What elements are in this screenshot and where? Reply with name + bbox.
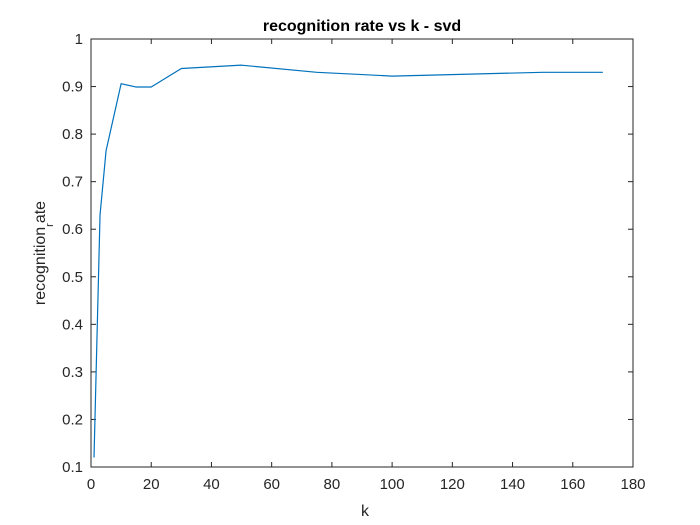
x-tick-label: 140 xyxy=(500,476,525,493)
data-point xyxy=(602,72,603,73)
data-point xyxy=(93,457,94,458)
y-tick-label: 0.9 xyxy=(62,79,83,96)
x-tick-label: 120 xyxy=(440,476,465,493)
x-tick-label: 60 xyxy=(263,476,280,493)
y-tick-label: 0.5 xyxy=(62,269,83,286)
data-point xyxy=(241,65,242,66)
data-point xyxy=(316,72,317,73)
series-line xyxy=(93,64,603,458)
data-point xyxy=(542,72,543,73)
chart-title: recognition rate vs k - svd xyxy=(263,18,461,35)
y-axis-label-tail: ate xyxy=(32,201,49,223)
y-axis-label: recognitionrate xyxy=(32,201,56,305)
data-point xyxy=(105,150,106,151)
y-axis-label-group: recognitionrate xyxy=(32,201,56,305)
x-tick-label: 40 xyxy=(203,476,220,493)
x-tick-label: 180 xyxy=(620,476,645,493)
y-tick-label: 0.8 xyxy=(62,126,83,143)
axes-box xyxy=(90,38,634,468)
y-tick-label: 0.6 xyxy=(62,221,83,238)
data-point xyxy=(181,68,182,69)
x-tick-label: 80 xyxy=(324,476,341,493)
y-tick-label: 1 xyxy=(75,31,83,48)
data-point xyxy=(99,214,100,215)
y-tick-label: 0.2 xyxy=(62,411,83,428)
x-tick-label: 160 xyxy=(560,476,585,493)
x-tick-label: 0 xyxy=(87,476,95,493)
data-point xyxy=(392,75,393,76)
y-tick-label: 0.3 xyxy=(62,364,83,381)
plot-area xyxy=(91,39,633,467)
x-tick-label: 100 xyxy=(380,476,405,493)
y-axis-label-subscript: r xyxy=(44,223,56,227)
tick-labels: 0 20 40 60 80 100 120 140 160 180 0.1 0.2 0.3 0.4 0.5 0… xyxy=(62,31,645,493)
data-point xyxy=(136,86,137,87)
data-point xyxy=(121,83,122,84)
data-point xyxy=(151,86,152,87)
series-layer xyxy=(93,64,603,458)
x-axis-label: k xyxy=(361,503,370,520)
y-tick-label: 0.1 xyxy=(62,459,83,476)
x-tick-label: 20 xyxy=(143,476,160,493)
y-tick-label: 0.7 xyxy=(62,174,83,191)
y-axis-label-main: recognition xyxy=(32,227,49,305)
y-tick-label: 0.4 xyxy=(62,316,83,333)
